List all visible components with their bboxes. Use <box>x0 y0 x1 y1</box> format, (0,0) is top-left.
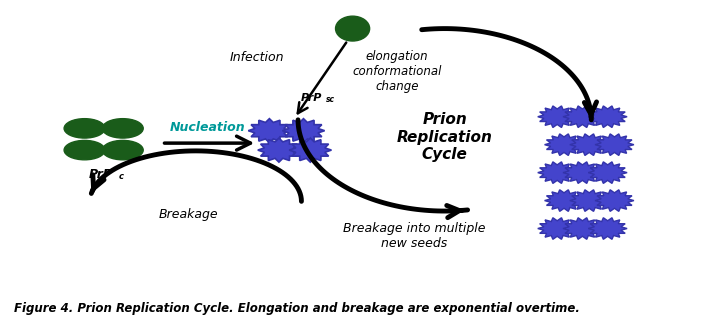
Polygon shape <box>588 218 627 239</box>
Polygon shape <box>538 218 577 239</box>
Text: sc: sc <box>325 95 335 104</box>
Polygon shape <box>283 119 325 143</box>
Text: PrP: PrP <box>88 168 112 181</box>
Polygon shape <box>258 138 300 162</box>
Text: Figure 4. Prion Replication Cycle. Elongation and breakage are exponential overt: Figure 4. Prion Replication Cycle. Elong… <box>14 302 580 315</box>
Polygon shape <box>563 106 602 128</box>
Polygon shape <box>538 106 577 128</box>
Ellipse shape <box>103 140 143 160</box>
Text: PrP: PrP <box>301 93 323 103</box>
Text: Nucleation: Nucleation <box>169 121 245 134</box>
Polygon shape <box>563 162 602 183</box>
Ellipse shape <box>64 140 105 160</box>
Polygon shape <box>588 162 627 183</box>
Text: Prion
Replication
Cycle: Prion Replication Cycle <box>397 113 493 162</box>
Ellipse shape <box>64 119 105 138</box>
Polygon shape <box>588 106 627 128</box>
Polygon shape <box>570 134 609 155</box>
Ellipse shape <box>103 119 143 138</box>
Text: Infection: Infection <box>230 51 284 64</box>
Polygon shape <box>595 134 634 155</box>
Polygon shape <box>545 190 583 211</box>
Text: c: c <box>118 172 123 181</box>
Text: Breakage: Breakage <box>159 208 219 221</box>
Polygon shape <box>563 218 602 239</box>
Polygon shape <box>538 162 577 183</box>
Polygon shape <box>595 190 634 211</box>
Polygon shape <box>248 119 290 143</box>
Polygon shape <box>570 190 609 211</box>
Polygon shape <box>289 138 332 162</box>
Polygon shape <box>545 134 583 155</box>
Text: Breakage into multiple
new seeds: Breakage into multiple new seeds <box>342 222 485 250</box>
Ellipse shape <box>335 16 370 41</box>
Text: elongation
conformational
change: elongation conformational change <box>352 50 441 93</box>
